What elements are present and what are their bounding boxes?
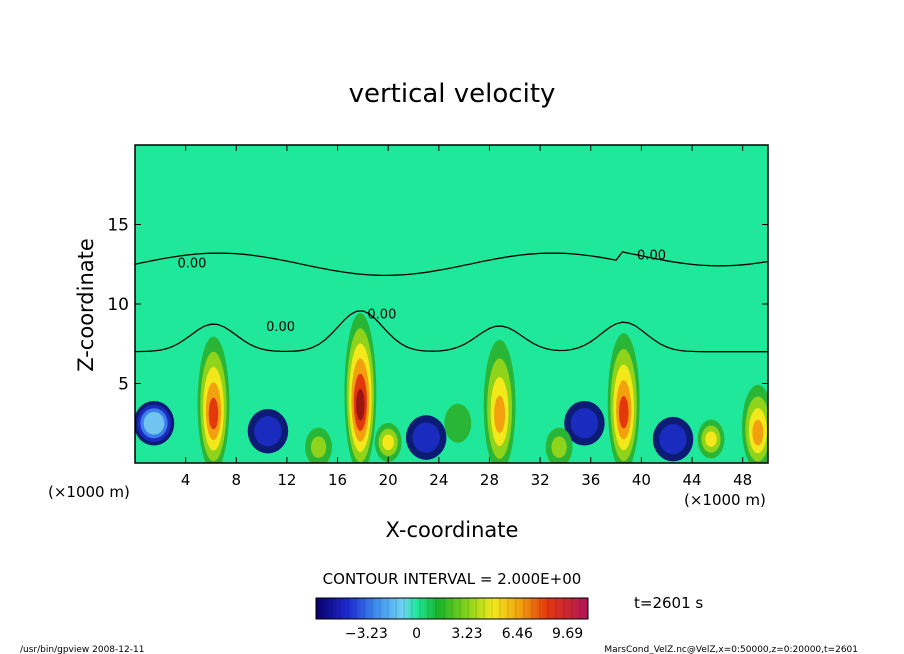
x-tick-label: 40 [632,471,651,489]
downdraft-cell [659,424,687,455]
contour-label: 0.00 [266,320,295,335]
colorbar: −3.23 0 3.23 6.46 9.69 [315,597,589,642]
x-tick-label: 12 [277,471,296,489]
y-tick-label: 15 [107,216,129,236]
colorbar-gradient [316,598,588,619]
updraft-cell [356,388,365,421]
colorbar-ticks: −3.23 0 3.23 6.46 9.69 [345,626,583,642]
y-tick-label: 5 [118,375,129,395]
y-tick-label: 10 [107,295,129,315]
x-unit-right: (×1000 m) [684,491,766,509]
x-tick-label: 16 [328,471,347,489]
updraft-cell [618,395,629,429]
contour-label: 0.00 [177,256,206,271]
plot-area: 0.00 0.00 0.00 0.00 [135,145,768,463]
weak-updraft-cell [310,436,327,458]
chart-title: vertical velocity [349,79,556,109]
updraft-cell [752,419,764,446]
colorbar-bands [323,598,581,619]
zero-contour-line-upper [135,251,768,277]
y-axis: 5 10 15 [107,216,768,395]
colorbar-tick-label: 0 [412,626,421,642]
contour-interval-label: CONTOUR INTERVAL = 2.000E+00 [323,570,582,588]
x-tick-label: 44 [682,471,701,489]
updraft-cell [208,397,219,430]
downdraft-cell [570,408,599,439]
colorbar-tick-label: 9.69 [552,626,583,642]
colorbar-frame [315,597,589,620]
velocity-field [135,313,768,463]
y-axis-label: Z-coordinate [74,238,98,372]
colorbar-tick-label: 3.23 [451,626,482,642]
weak-updraft-cell [444,403,472,443]
x-tick-label: 20 [379,471,398,489]
x-tick-label: 24 [429,471,448,489]
x-tick-label: 48 [733,471,752,489]
time-label: t=2601 s [634,594,703,612]
x-tick-label: 32 [531,471,550,489]
contour-label: 0.00 [367,307,396,322]
downdraft-cell [143,411,165,435]
x-tick-label: 28 [480,471,499,489]
x-tick-label: 36 [581,471,600,489]
x-axis-label: X-coordinate [386,518,519,542]
updraft-cell [494,395,506,434]
downdraft-cell [412,422,440,453]
x-axis: 4 8 12 16 20 24 28 32 36 40 44 48 [181,145,752,489]
downdraft-cell [254,416,282,447]
weak-updraft-cell [705,431,717,447]
x-tick-label: 4 [181,471,191,489]
x-unit-left: (×1000 m) [48,483,130,501]
footer-right: MarsCond_VelZ.nc@VelZ,x=0:50000,z=0:2000… [604,645,858,654]
zero-contours: 0.00 0.00 0.00 0.00 [135,248,768,353]
colorbar-tick-label: 6.46 [502,626,533,642]
footer-left: /usr/bin/gpview 2008-12-11 [20,645,144,654]
zero-contour-line [135,310,768,353]
weak-updraft-cell [382,434,394,451]
colorbar-tick-label: −3.23 [345,626,388,642]
weak-updraft-cell [551,436,567,458]
x-tick-label: 8 [232,471,242,489]
contour-label: 0.00 [637,248,666,263]
